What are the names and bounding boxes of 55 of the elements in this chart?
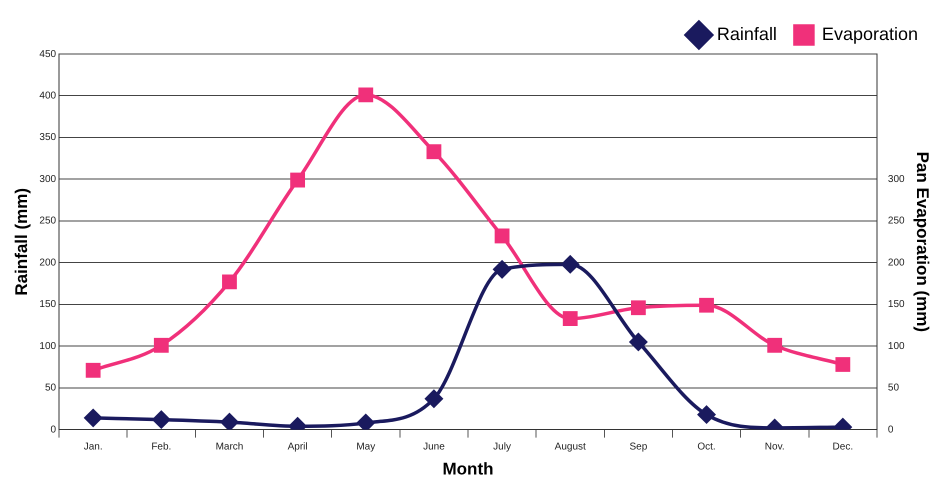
point (84, 409, 102, 427)
point (630, 300, 646, 316)
y-tick-label: 350 (39, 132, 57, 144)
x-tick-label: Jan. (84, 441, 103, 452)
point (493, 260, 511, 278)
legend-label: Rainfall (716, 24, 777, 44)
point (835, 357, 850, 372)
point (767, 338, 782, 353)
x-tick-label: Nov. (764, 441, 785, 452)
point (562, 311, 578, 326)
point (222, 274, 237, 290)
y2-tick-label: 300 (888, 174, 906, 185)
y-tick-label: 0 (50, 424, 57, 436)
x-tick-label: May (356, 441, 376, 452)
y2-tick-label: 0 (888, 424, 894, 436)
x-tick-label: Oct. (697, 441, 716, 452)
point (86, 362, 101, 378)
point (152, 410, 170, 428)
x-tick-label: July (493, 441, 511, 452)
point (358, 87, 374, 102)
y2-axis-title: Pan Evaporation (mm) (913, 152, 932, 332)
x-tick-label: April (288, 441, 308, 452)
y2-tick-label: 50 (888, 382, 900, 394)
x-tick-label: June (423, 441, 446, 452)
point (699, 298, 714, 313)
point (426, 144, 442, 160)
point (357, 414, 375, 430)
y-tick-label: 250 (39, 216, 57, 227)
y-tick-label: 50 (44, 382, 57, 394)
point (154, 338, 169, 353)
y-tick-label: 150 (39, 299, 57, 310)
point (630, 333, 648, 351)
y2-tick-label: 150 (888, 299, 906, 310)
x-axis-title: Month (442, 459, 494, 478)
x-tick-label: Dec. (832, 441, 854, 452)
point (290, 172, 306, 188)
x-tick-label: March (216, 441, 244, 452)
y2-tick-label: 200 (888, 257, 906, 268)
y-tick-label: 400 (39, 90, 57, 102)
point (698, 406, 716, 424)
y2-tick-label: 250 (888, 216, 906, 227)
y-tick-label: 100 (39, 340, 57, 352)
y-tick-label: 300 (39, 174, 57, 185)
point (494, 228, 510, 244)
x-tick-label: Feb. (151, 441, 172, 452)
y2-tick-label: 100 (888, 340, 906, 352)
point (220, 413, 238, 430)
y-axis-title: Rainfall (mm) (12, 188, 31, 296)
x-tick-label: Sep (629, 441, 648, 452)
point (425, 390, 443, 408)
legend-label: Evaporation (822, 24, 918, 44)
x-tick-label: August (554, 441, 586, 452)
y-tick-label: 200 (39, 257, 57, 268)
point (561, 256, 579, 274)
y-tick-label: 450 (39, 48, 57, 60)
